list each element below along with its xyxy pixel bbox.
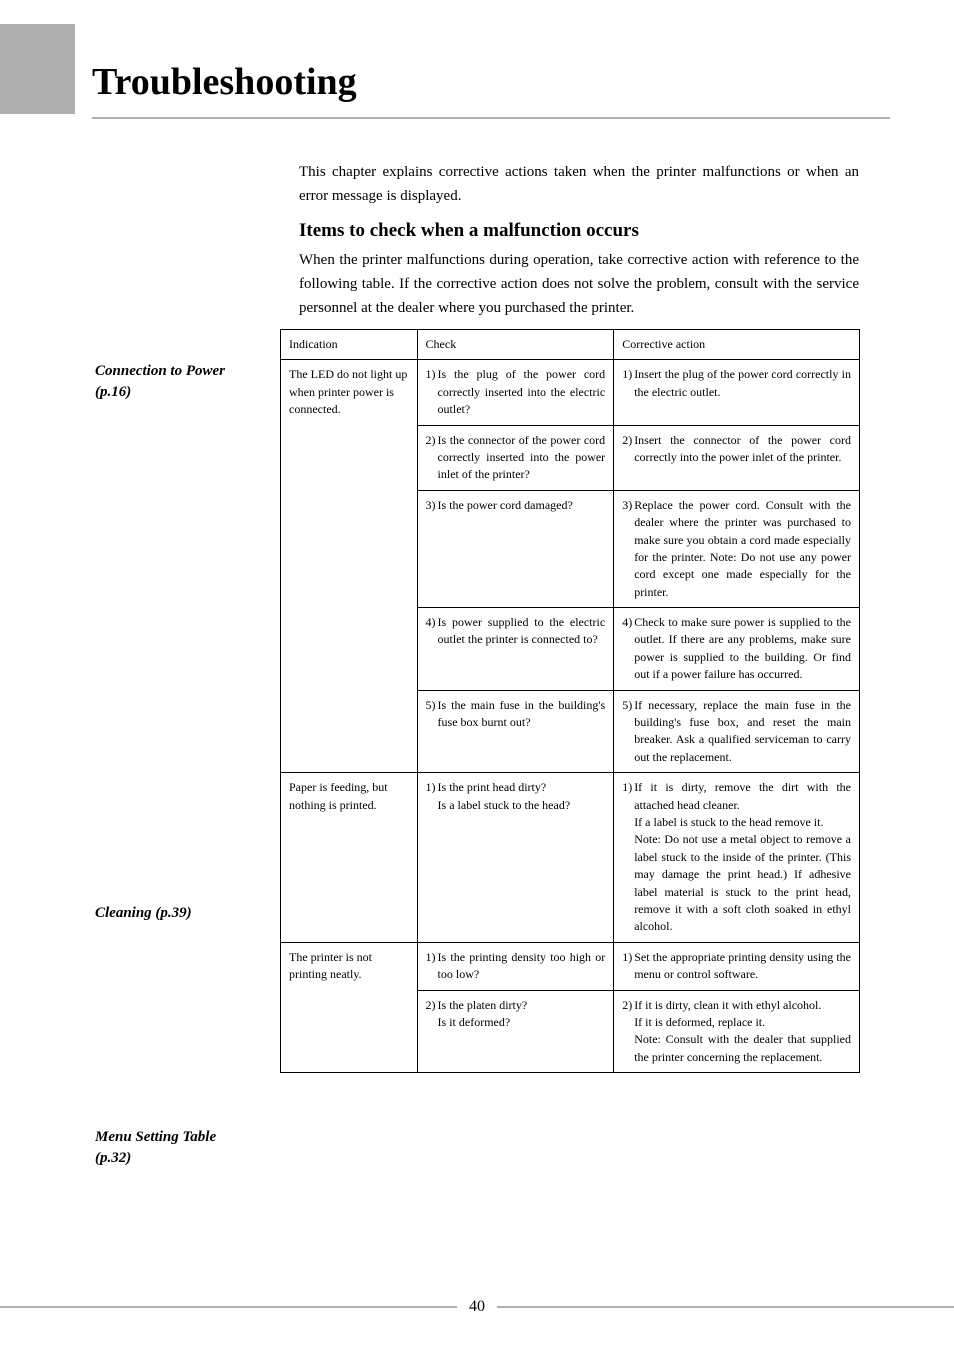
check-cell: 1)Is the plug of the power cord correctl… xyxy=(417,360,614,425)
side-label: Connection to Power(p.16) xyxy=(95,361,225,403)
footer-rule-left xyxy=(0,1306,457,1308)
indication-cell: Paper is feeding, but nothing is printed… xyxy=(281,773,418,943)
action-cell: 3)Replace the power cord. Consult with t… xyxy=(614,490,860,607)
table-header: Indication xyxy=(281,330,418,360)
check-cell: 2)Is the connector of the power cord cor… xyxy=(417,425,614,490)
table-header: Corrective action xyxy=(614,330,860,360)
side-label: Menu Setting Table(p.32) xyxy=(95,1127,216,1169)
footer: 40 xyxy=(0,1298,954,1316)
check-cell: 4)Is power supplied to the electric outl… xyxy=(417,608,614,691)
page-number: 40 xyxy=(457,1298,497,1316)
table-row: The printer is not printing neatly.1)Is … xyxy=(281,942,860,990)
section-heading: Items to check when a malfunction occurs xyxy=(299,220,639,242)
section-body: When the printer malfunctions during ope… xyxy=(299,248,859,320)
action-cell: 1)Insert the plug of the power cord corr… xyxy=(614,360,860,425)
table-row: The LED do not light up when printer pow… xyxy=(281,360,860,425)
title-rule xyxy=(92,117,890,119)
action-cell: 2)If it is dirty, clean it with ethyl al… xyxy=(614,990,860,1073)
check-cell: 1)Is the print head dirty?1)Is a label s… xyxy=(417,773,614,943)
action-cell: 1)If it is dirty, remove the dirt with t… xyxy=(614,773,860,943)
footer-rule-right xyxy=(497,1306,954,1308)
indication-cell: The printer is not printing neatly. xyxy=(281,942,418,1072)
chapter-title: Troubleshooting xyxy=(92,60,357,104)
check-cell: 2)Is the platen dirty?2)Is it deformed? xyxy=(417,990,614,1073)
troubleshooting-table: IndicationCheckCorrective actionThe LED … xyxy=(280,329,860,1073)
action-cell: 2)Insert the connector of the power cord… xyxy=(614,425,860,490)
side-label: Cleaning (p.39) xyxy=(95,903,192,924)
table-row: Paper is feeding, but nothing is printed… xyxy=(281,773,860,943)
check-cell: 5)Is the main fuse in the building's fus… xyxy=(417,690,614,773)
table-header: Check xyxy=(417,330,614,360)
action-cell: 4)Check to make sure power is supplied t… xyxy=(614,608,860,691)
indication-cell: The LED do not light up when printer pow… xyxy=(281,360,418,773)
action-cell: 5)If necessary, replace the main fuse in… xyxy=(614,690,860,773)
chapter-number: 4 xyxy=(22,22,66,110)
intro-paragraph: This chapter explains corrective actions… xyxy=(299,160,859,208)
check-cell: 3)Is the power cord damaged? xyxy=(417,490,614,607)
check-cell: 1)Is the printing density too high or to… xyxy=(417,942,614,990)
action-cell: 1)Set the appropriate printing density u… xyxy=(614,942,860,990)
